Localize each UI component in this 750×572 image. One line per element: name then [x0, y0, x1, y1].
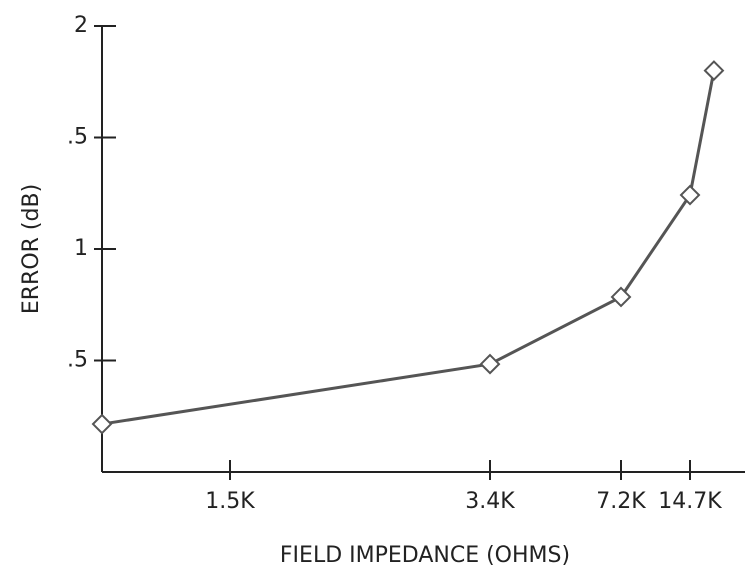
- x-tick-label: 14.7K: [658, 489, 722, 514]
- x-tick-label: 1.5K: [205, 489, 255, 514]
- y-tick-label: 1: [74, 236, 88, 261]
- y-tick-label: .5: [67, 125, 88, 150]
- data-point: [479, 353, 501, 375]
- x-axis-label: FIELD IMPEDANCE (OHMS): [280, 543, 570, 568]
- series-line: [101, 70, 716, 426]
- x-tick-label: 7.2K: [596, 489, 646, 514]
- data-point: [703, 60, 725, 82]
- data-point: [610, 286, 632, 308]
- y-axis-label: ERROR (dB): [19, 184, 44, 314]
- data-point: [91, 413, 113, 435]
- y-tick-label: 2: [74, 13, 88, 38]
- y-tick-label: .5: [67, 348, 88, 373]
- x-tick-label: 3.4K: [465, 489, 515, 514]
- data-point: [679, 184, 701, 206]
